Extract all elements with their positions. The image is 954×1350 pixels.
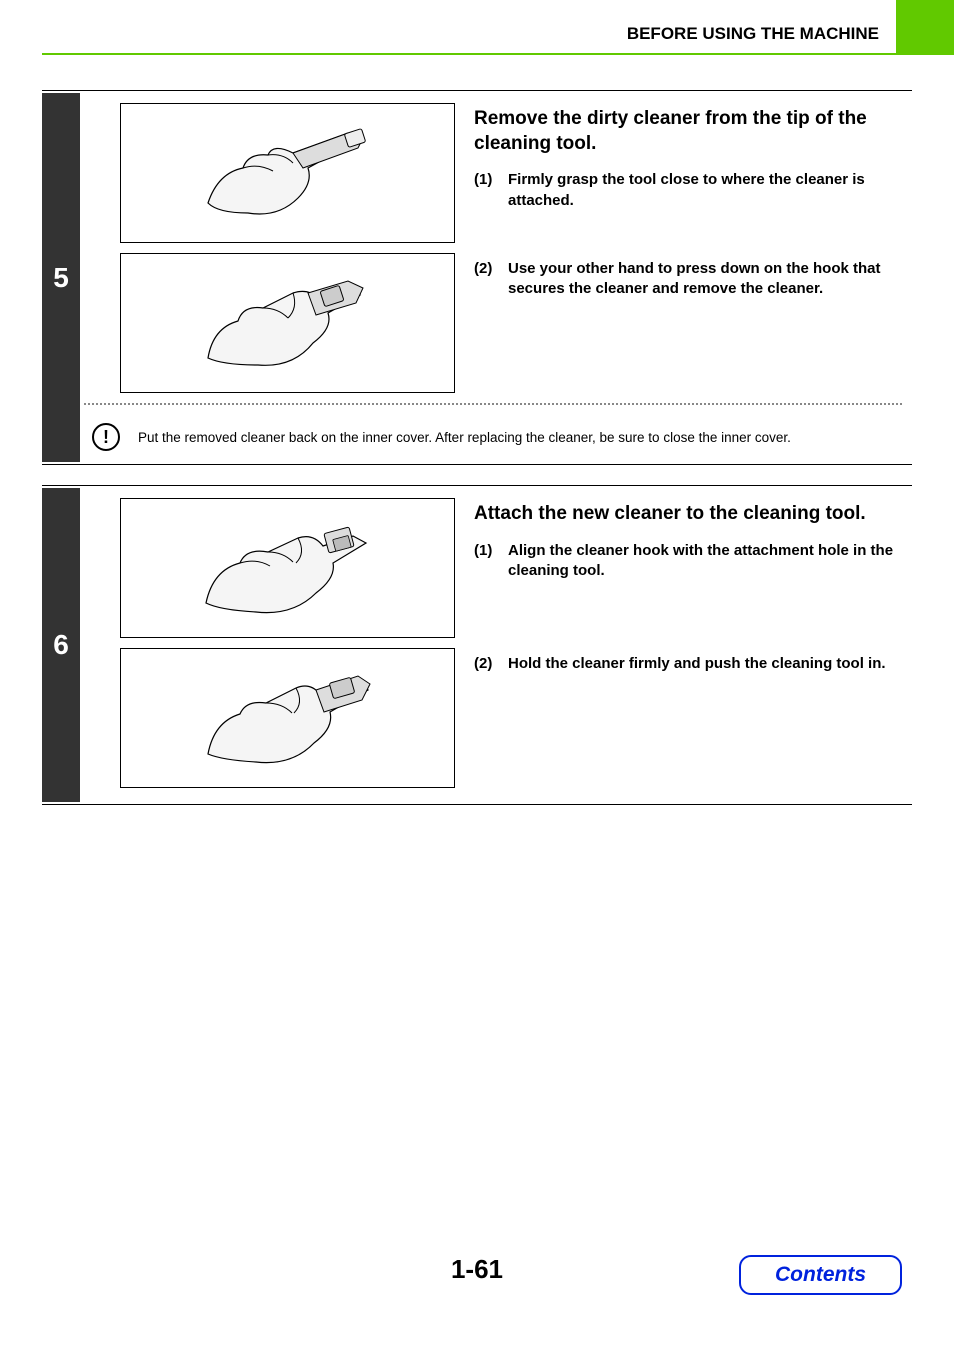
step-6-block: 6 Attach the new cleaner to the cleaning… <box>42 485 912 805</box>
caution-text: Put the removed cleaner back on the inne… <box>138 430 791 445</box>
caution-icon: ! <box>92 423 120 451</box>
substep-number: (2) <box>474 259 508 300</box>
illustration-5a <box>120 103 455 243</box>
step-6-title: Attach the new cleaner to the cleaning t… <box>474 502 904 527</box>
illustration-6b <box>120 648 455 788</box>
step-5-sub2: (2) Use your other hand to press down on… <box>474 259 904 300</box>
step-5-sub2-wrap: (2) Use your other hand to press down on… <box>474 259 904 318</box>
step-5-sub1: (1) Firmly grasp the tool close to where… <box>474 170 904 211</box>
step-6-text: Attach the new cleaner to the cleaning t… <box>474 502 904 599</box>
dashed-separator <box>84 403 902 405</box>
step-6-sub2: (2) Hold the cleaner firmly and push the… <box>474 654 904 674</box>
substep-number: (2) <box>474 654 508 674</box>
step-5-text: Remove the dirty cleaner from the tip of… <box>474 107 904 229</box>
header-rule <box>42 53 954 55</box>
section-header: BEFORE USING THE MACHINE <box>627 24 879 44</box>
substep-number: (1) <box>474 170 508 211</box>
caution-note: ! Put the removed cleaner back on the in… <box>92 423 902 451</box>
illustration-5b <box>120 253 455 393</box>
substep-text: Use your other hand to press down on the… <box>508 259 904 300</box>
substep-number: (1) <box>474 541 508 582</box>
contents-button[interactable]: Contents <box>739 1255 902 1295</box>
substep-text: Hold the cleaner firmly and push the cle… <box>508 654 904 674</box>
step-5-block: 5 Remove the dirty cleaner from the tip … <box>42 90 912 465</box>
illustration-6a <box>120 498 455 638</box>
step-5-title: Remove the dirty cleaner from the tip of… <box>474 107 904 156</box>
step-number: 5 <box>53 262 69 294</box>
substep-text: Firmly grasp the tool close to where the… <box>508 170 904 211</box>
step-6-sub1: (1) Align the cleaner hook with the atta… <box>474 541 904 582</box>
step-number: 6 <box>53 629 69 661</box>
step-6-sub2-wrap: (2) Hold the cleaner firmly and push the… <box>474 654 904 692</box>
header-accent <box>896 0 954 53</box>
step-number-bar: 5 <box>42 93 80 462</box>
substep-text: Align the cleaner hook with the attachme… <box>508 541 904 582</box>
step-number-bar: 6 <box>42 488 80 802</box>
